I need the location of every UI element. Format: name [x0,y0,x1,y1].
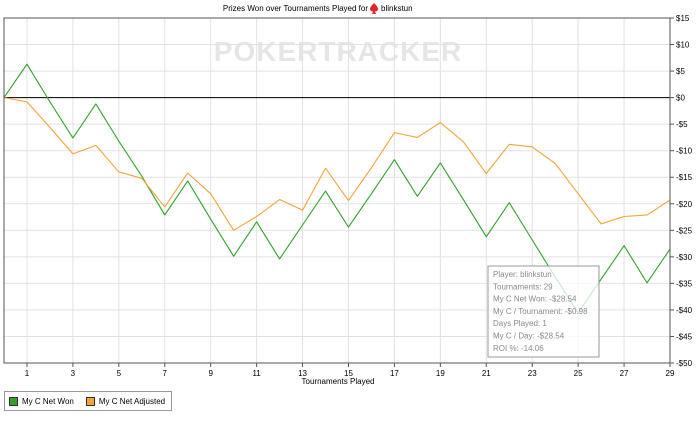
x-axis: 1 3 5 7 9 11 13 15 17 19 21 23 25 27 29 [25,363,675,378]
tooltip-line: Player: blinkstun [493,270,552,279]
x-tick-label: 11 [252,369,261,378]
y-axis: $15 $10 $5 $0 -$5 -$10 -$15 -$20 -$25 -$30 -$35 -$4… [670,14,693,368]
x-tick-label: 17 [390,369,399,378]
y-tick-label: -$20 [676,200,693,209]
tooltip-line: My C / Day: -$28.54 [493,332,565,341]
tooltip-line: My C Net Won: -$28.54 [493,295,577,304]
y-tick-label: $5 [676,67,685,76]
tooltip-line: My C / Tournament: -$0.98 [493,307,588,316]
x-axis-title: Tournaments Played [302,377,375,386]
tooltip-line: ROI %: -14.06 [493,344,544,353]
x-tick-label: 13 [298,369,307,378]
x-tick-label: 7 [163,369,168,378]
chart-title: Prizes Won over Tournaments Played for [223,4,368,13]
y-tick-label: -$45 [676,332,693,341]
x-tick-label: 25 [574,369,583,378]
y-tick-label: -$5 [676,120,688,129]
y-tick-label: -$15 [676,173,693,182]
y-tick-label: -$50 [676,359,693,368]
x-tick-label: 21 [482,369,491,378]
y-tick-label: -$10 [676,147,693,156]
x-tick-label: 9 [208,369,213,378]
y-tick-label: -$25 [676,226,693,235]
x-tick-label: 19 [436,369,445,378]
x-tick-label: 15 [344,369,353,378]
legend-swatch-net-won [9,396,18,406]
player-name: blinkstun [381,4,413,13]
spade-shape [370,3,378,12]
spade-stem [372,9,376,14]
y-tick-label: -$40 [676,306,693,315]
series-line-net-adjusted [3,97,671,231]
y-tick-label: $15 [676,14,690,23]
x-tick-label: 23 [528,369,537,378]
legend-label-net-adjusted: My C Net Adjusted [98,396,166,406]
watermark: POKERTRACKER [214,36,462,67]
legend-item-net-adjusted[interactable]: My C Net Adjusted [85,396,166,406]
y-tick-label: -$35 [676,279,693,288]
x-tick-label: 27 [620,369,629,378]
y-tick-label: $0 [676,94,685,103]
tooltip-box [487,265,600,358]
legend-label-net-won: My C Net Won [22,396,74,406]
x-tick-label: 29 [666,369,675,378]
legend-swatch-net-adjusted [85,396,95,406]
x-tick-label: 5 [117,369,122,378]
x-tick-label: 1 [25,369,30,378]
plot-border [3,17,671,364]
tooltip: Player: blinkstun Tournaments: 29 My C Net… [487,265,600,358]
chart-title-text: Prizes Won over Tournaments Played for [223,4,368,13]
tooltip-line: Tournaments: 29 [493,282,553,291]
x-tick-label: 3 [71,369,76,378]
y-tick-label: -$30 [676,253,693,262]
spade-icon [370,3,378,14]
tooltip-line: Days Played: 1 [493,319,547,328]
legend-item-net-won[interactable]: My C Net Won [9,396,74,406]
legend: My C Net Won My C Net Adjusted [4,391,173,411]
y-tick-label: $10 [676,41,690,50]
